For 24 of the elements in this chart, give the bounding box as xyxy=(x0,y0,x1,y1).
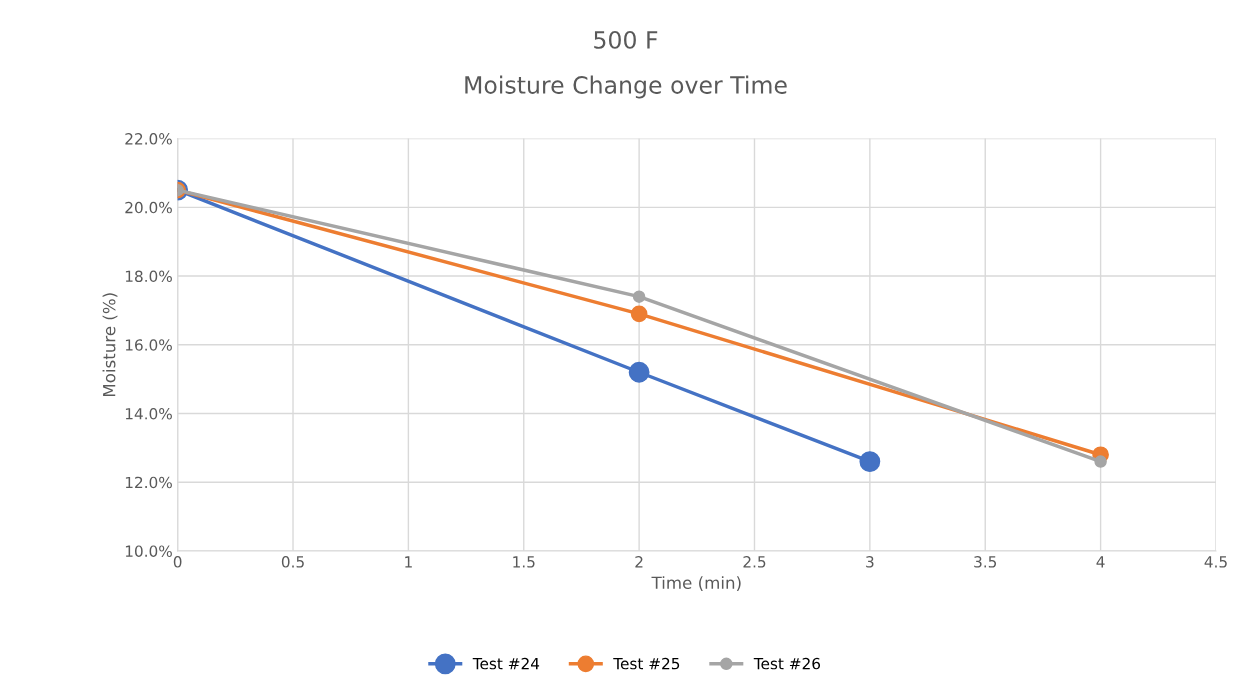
x-tick-label: 0 xyxy=(173,556,182,568)
legend-label: Test #26 xyxy=(753,657,821,670)
x-tick-label: 1 xyxy=(405,556,412,568)
y-tick-label: 18.0% xyxy=(125,270,172,283)
x-tick-label: 2.5 xyxy=(743,556,766,568)
x-tick-label: 0.5 xyxy=(281,556,304,568)
x-tick-label: 3.5 xyxy=(974,556,997,568)
x-tick-label: 4 xyxy=(1096,556,1105,568)
legend-label: Test #24 xyxy=(472,657,540,670)
chart-subtitle: Moisture Change over Time xyxy=(465,75,787,99)
y-tick-label: 22.0% xyxy=(125,133,172,145)
y-tick-label: 12.0% xyxy=(125,476,172,489)
y-tick-label: 20.0% xyxy=(125,201,172,214)
y-tick-label: 10.0% xyxy=(125,545,172,557)
x-tick-label: 4.5 xyxy=(1204,556,1227,568)
legend-label: Test #25 xyxy=(613,657,680,670)
y-axis-title: Moisture (%) xyxy=(102,293,118,397)
chart-title: 500 F xyxy=(594,30,658,49)
y-tick-label: 14.0% xyxy=(125,407,172,420)
x-axis-title: Time (min) xyxy=(651,576,741,591)
x-tick-label: 1.5 xyxy=(513,556,535,568)
y-tick-label: 16.0% xyxy=(125,339,172,351)
x-tick-label: 2 xyxy=(635,556,643,568)
x-tick-label: 3 xyxy=(866,556,874,568)
